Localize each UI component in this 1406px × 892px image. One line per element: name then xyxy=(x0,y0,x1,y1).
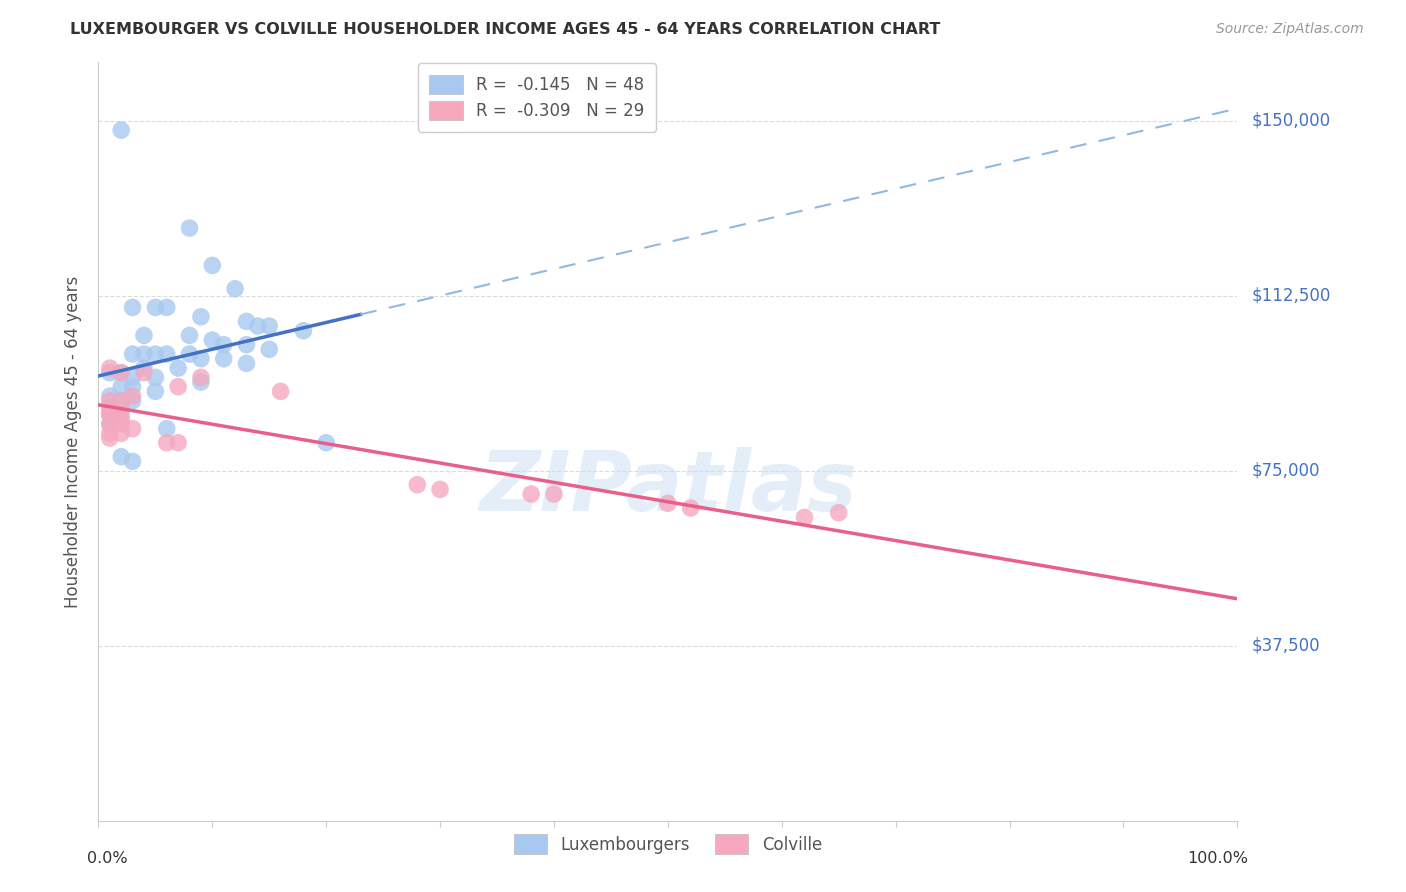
Point xyxy=(110,450,132,464)
Point xyxy=(259,343,281,357)
Point xyxy=(246,319,269,334)
Point xyxy=(98,389,121,403)
Point xyxy=(98,408,121,422)
Point xyxy=(679,501,702,516)
Text: $112,500: $112,500 xyxy=(1251,286,1330,305)
Point xyxy=(145,301,167,315)
Point xyxy=(270,384,292,399)
Point xyxy=(121,422,143,436)
Point xyxy=(190,370,212,384)
Point xyxy=(98,403,121,417)
Point xyxy=(121,370,143,384)
Point xyxy=(110,398,132,412)
Text: 0.0%: 0.0% xyxy=(87,851,128,866)
Point xyxy=(110,393,132,408)
Point xyxy=(121,393,143,408)
Point xyxy=(315,435,337,450)
Point xyxy=(98,398,121,412)
Point xyxy=(98,361,121,376)
Point xyxy=(292,324,315,338)
Point xyxy=(190,310,212,324)
Point xyxy=(179,328,201,343)
Text: 100.0%: 100.0% xyxy=(1188,851,1249,866)
Point xyxy=(98,408,121,422)
Point xyxy=(235,337,257,351)
Point xyxy=(167,380,190,394)
Point xyxy=(657,496,679,510)
Point xyxy=(179,347,201,361)
Point xyxy=(167,435,190,450)
Point xyxy=(110,123,132,137)
Text: ZIPatlas: ZIPatlas xyxy=(479,447,856,527)
Point xyxy=(212,337,235,351)
Point xyxy=(429,483,451,497)
Point xyxy=(156,347,179,361)
Text: $75,000: $75,000 xyxy=(1251,462,1320,480)
Point xyxy=(121,347,143,361)
Point xyxy=(110,417,132,431)
Point xyxy=(190,351,212,366)
Point xyxy=(98,393,121,408)
Text: $37,500: $37,500 xyxy=(1251,637,1320,655)
Point xyxy=(145,384,167,399)
Legend: Luxembourgers, Colville: Luxembourgers, Colville xyxy=(502,822,834,865)
Point xyxy=(179,221,201,235)
Point xyxy=(156,422,179,436)
Y-axis label: Householder Income Ages 45 - 64 years: Householder Income Ages 45 - 64 years xyxy=(65,276,83,607)
Point xyxy=(543,487,565,501)
Point xyxy=(110,403,132,417)
Point xyxy=(132,361,155,376)
Point xyxy=(235,356,257,370)
Point xyxy=(201,259,224,273)
Point xyxy=(121,301,143,315)
Point xyxy=(828,506,851,520)
Point xyxy=(110,408,132,422)
Point xyxy=(98,431,121,445)
Point xyxy=(132,328,155,343)
Text: $150,000: $150,000 xyxy=(1251,112,1330,129)
Point xyxy=(201,333,224,347)
Point xyxy=(520,487,543,501)
Point xyxy=(132,347,155,361)
Point xyxy=(156,301,179,315)
Point xyxy=(132,366,155,380)
Point xyxy=(98,366,121,380)
Point xyxy=(98,426,121,441)
Point xyxy=(259,319,281,334)
Point xyxy=(121,454,143,468)
Point xyxy=(110,393,132,408)
Point xyxy=(167,361,190,376)
Point xyxy=(145,347,167,361)
Point xyxy=(110,366,132,380)
Point xyxy=(98,417,121,431)
Text: LUXEMBOURGER VS COLVILLE HOUSEHOLDER INCOME AGES 45 - 64 YEARS CORRELATION CHART: LUXEMBOURGER VS COLVILLE HOUSEHOLDER INC… xyxy=(70,22,941,37)
Point xyxy=(121,380,143,394)
Point xyxy=(156,435,179,450)
Point xyxy=(235,314,257,328)
Point xyxy=(110,366,132,380)
Point xyxy=(121,389,143,403)
Point xyxy=(212,351,235,366)
Point xyxy=(224,282,246,296)
Text: Source: ZipAtlas.com: Source: ZipAtlas.com xyxy=(1216,22,1364,37)
Point xyxy=(406,477,429,491)
Point xyxy=(110,426,132,441)
Point xyxy=(110,412,132,426)
Point xyxy=(98,417,121,431)
Point xyxy=(110,380,132,394)
Point xyxy=(145,370,167,384)
Point xyxy=(793,510,815,524)
Point xyxy=(190,375,212,389)
